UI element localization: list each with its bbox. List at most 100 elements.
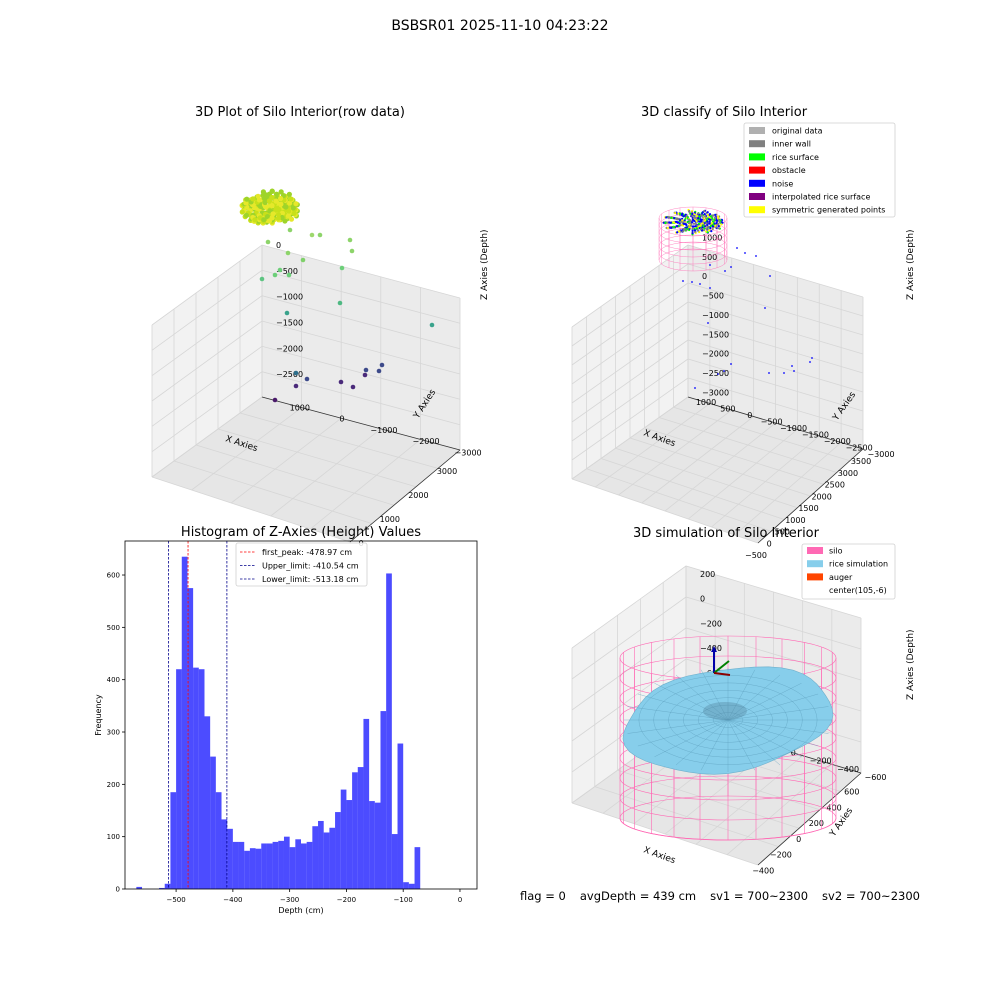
data-point xyxy=(666,221,669,224)
legend-label: noise xyxy=(772,179,793,188)
data-point xyxy=(261,217,267,223)
data-point xyxy=(277,267,283,273)
noise-point xyxy=(709,287,711,289)
data-point xyxy=(706,220,709,223)
noise-point xyxy=(744,252,746,254)
histogram-bar xyxy=(221,819,228,889)
x-tick-label: 0 xyxy=(767,539,772,548)
data-point xyxy=(718,220,721,223)
grid-line xyxy=(571,244,864,328)
data-point xyxy=(279,210,285,216)
data-point xyxy=(273,198,279,204)
histogram-bar xyxy=(193,667,199,889)
grid-line xyxy=(695,755,803,845)
data-point xyxy=(283,204,289,210)
flag-text: flag = 0 xyxy=(520,889,566,903)
x-axis-line xyxy=(349,449,461,543)
data-point xyxy=(278,189,284,195)
data-point xyxy=(691,214,694,218)
noise-point xyxy=(682,280,684,282)
grid-line xyxy=(151,320,461,402)
grid-line xyxy=(217,428,417,488)
data-point xyxy=(272,397,278,403)
histogram-title: Histogram of Z-Axies (Height) Values xyxy=(181,525,421,540)
legend-frame xyxy=(801,543,896,600)
y-tick-label: 0 xyxy=(339,415,344,424)
grid-line xyxy=(151,269,461,351)
data-point xyxy=(716,215,720,218)
histogram-bar xyxy=(346,800,353,889)
z-tick-label: 500 xyxy=(702,253,717,262)
x-tick-label: −100 xyxy=(394,896,413,904)
histogram-bar xyxy=(244,850,250,889)
histogram-bar xyxy=(403,882,409,889)
grid-line xyxy=(571,377,864,461)
y-tick-label: −3000 xyxy=(455,448,482,457)
legend-label: obstacle xyxy=(772,166,806,175)
data-point xyxy=(670,216,673,219)
z-tick-label: 0 xyxy=(700,595,705,604)
x-tick-label: −200 xyxy=(337,896,356,904)
data-point xyxy=(682,230,685,233)
data-point xyxy=(337,300,343,306)
data-point xyxy=(350,384,356,390)
data-point xyxy=(300,257,306,263)
data-point xyxy=(706,211,709,214)
y-tick-label: −600 xyxy=(865,773,887,782)
data-point xyxy=(262,199,268,206)
data-point xyxy=(678,218,682,221)
y-tick-label: −400 xyxy=(837,765,859,774)
data-point xyxy=(703,227,706,230)
rice-mesh-line xyxy=(675,674,729,721)
data-point xyxy=(687,210,691,213)
data-point xyxy=(309,232,315,238)
rice-mesh-line xyxy=(637,719,729,747)
data-point xyxy=(347,237,353,243)
y-tick-label: 600 xyxy=(107,572,120,580)
noise-point xyxy=(691,281,693,283)
noise-point xyxy=(730,363,732,365)
legend-swatch xyxy=(749,193,765,200)
data-point xyxy=(706,214,709,217)
data-point xyxy=(698,230,701,234)
figure-title: BSBSR01 2025-11-10 04:23:22 xyxy=(391,18,609,34)
rice-mesh-line xyxy=(654,683,729,721)
grid-line xyxy=(195,444,395,506)
legend-label: auger xyxy=(829,573,853,582)
data-point xyxy=(703,210,706,213)
grid-line xyxy=(734,442,842,536)
data-point xyxy=(662,221,665,224)
data-point xyxy=(686,227,689,230)
grid-line xyxy=(191,407,302,491)
data-point xyxy=(694,216,697,219)
data-point xyxy=(691,227,694,230)
data-point xyxy=(239,209,245,215)
y-axis-line xyxy=(687,396,864,450)
data-point xyxy=(694,222,697,225)
grid-line xyxy=(151,295,461,377)
data-point xyxy=(717,227,720,230)
histogram-legend: first_peak: -478.97 cm Upper_limit: -410.… xyxy=(235,542,368,587)
data-point xyxy=(701,222,704,225)
data-point xyxy=(269,194,275,201)
data-point xyxy=(685,223,688,227)
data-point xyxy=(250,196,256,202)
histogram-bar xyxy=(164,883,171,889)
rice-mesh-line xyxy=(675,719,729,766)
x-tick-label: −500 xyxy=(166,896,185,904)
data-point xyxy=(293,201,299,207)
x-tick-label: 1000 xyxy=(785,516,805,525)
noise-point xyxy=(764,307,766,309)
x-tick-label: 2000 xyxy=(408,491,428,500)
data-point xyxy=(266,218,272,224)
legend-label: center(105,-6) xyxy=(829,586,887,595)
x-tick-label: −300 xyxy=(280,896,299,904)
legend-label: first_peak: -478.97 cm xyxy=(262,548,352,557)
data-point xyxy=(721,221,724,224)
data-point xyxy=(689,226,692,229)
y-tick-label: −2000 xyxy=(824,437,851,446)
data-point xyxy=(273,207,279,213)
legend-swatch xyxy=(749,140,765,148)
y-axis-label: Frequency xyxy=(94,694,103,736)
rice-mesh-line xyxy=(727,719,802,757)
